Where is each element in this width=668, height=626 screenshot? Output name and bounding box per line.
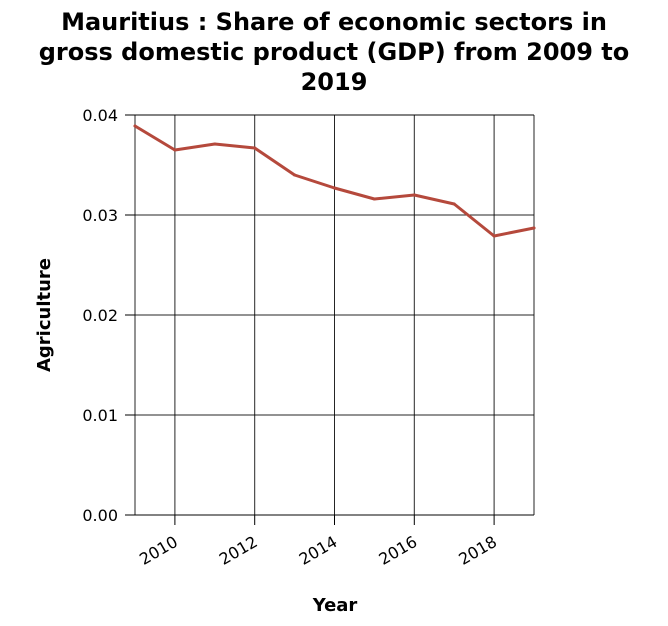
- y-tick-label: 0.00: [82, 506, 118, 525]
- data-point: [532, 226, 536, 230]
- axis-ticks: [125, 114, 495, 525]
- data-point: [412, 193, 416, 197]
- x-tick-label: 2010: [136, 532, 181, 569]
- y-axis-label: Agriculture: [34, 258, 55, 372]
- data-point: [372, 197, 376, 201]
- tick-labels: 0.00 0.01 0.02 0.03 0.04 2010 2012 2014 2016 2018: [82, 106, 500, 569]
- x-tick-label: 2016: [376, 532, 421, 569]
- data-point: [492, 234, 496, 238]
- data-point: [452, 202, 456, 206]
- chart-title-line-2: gross domestic product (GDP) from 2009 t…: [39, 38, 630, 66]
- data-series: [133, 124, 536, 238]
- chart-title-line-1: Mauritius : Share of economic sectors in: [61, 8, 607, 36]
- y-tick-label: 0.04: [82, 106, 118, 125]
- y-tick-label: 0.03: [82, 206, 118, 225]
- data-point: [213, 142, 217, 146]
- data-point: [173, 148, 177, 152]
- data-point: [253, 146, 257, 150]
- x-axis-label: Year: [312, 595, 358, 616]
- data-point: [333, 186, 336, 190]
- data-point: [293, 173, 297, 177]
- y-tick-label: 0.02: [82, 306, 118, 325]
- data-point: [133, 124, 137, 128]
- chart-title: Mauritius : Share of economic sectors in…: [39, 8, 630, 96]
- chart-title-line-3: 2019: [301, 68, 368, 96]
- x-tick-label: 2014: [296, 532, 341, 569]
- x-tick-label: 2012: [216, 532, 261, 569]
- y-tick-label: 0.01: [82, 406, 118, 425]
- grid-lines: [134, 114, 535, 516]
- x-tick-label: 2018: [455, 532, 500, 569]
